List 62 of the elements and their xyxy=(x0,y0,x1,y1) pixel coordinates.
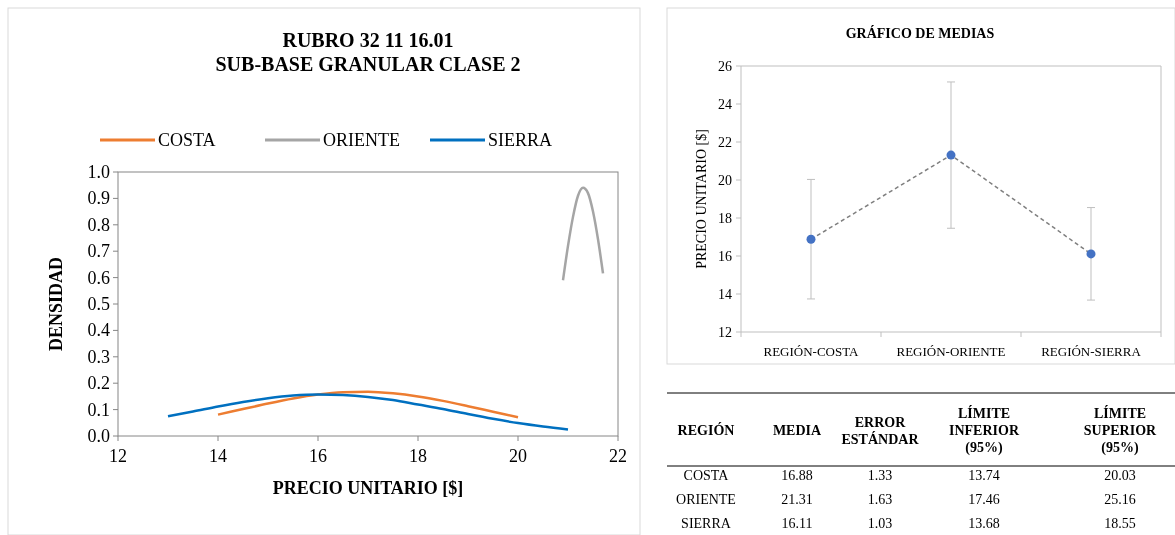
y-tick-label: 0.2 xyxy=(87,373,110,394)
point xyxy=(806,234,816,244)
y-tick-label: 0.9 xyxy=(87,188,110,209)
y-tick-label: 1.0 xyxy=(87,162,110,182)
line-series xyxy=(216,390,520,419)
y-tick-label: 16 xyxy=(718,249,732,264)
legend-label: COSTA xyxy=(158,130,216,150)
category-label: ORIENTE xyxy=(676,492,736,507)
y-tick-label: 0.4 xyxy=(87,320,110,341)
y-tick-label: 14 xyxy=(718,287,732,302)
x-tick-label: 12 xyxy=(109,446,127,466)
text: 13.74 xyxy=(968,468,1000,483)
legend-label: SIERRA xyxy=(488,130,553,150)
legend-label: ORIENTE xyxy=(323,130,400,150)
text: 18.55 xyxy=(1104,516,1136,531)
chart-title: RUBRO 32 11 16.01 SUB-BASE GRANULAR CLASE 2 xyxy=(215,29,521,75)
text: 16.88 xyxy=(781,468,813,483)
y-tick-label: 0.0 xyxy=(87,426,110,446)
category-label: LÍMITE INFERIOR (95%) xyxy=(948,405,1020,456)
x-tick-label: 22 xyxy=(609,446,627,466)
y-tick-label: 0.1 xyxy=(87,399,110,420)
line-series xyxy=(166,393,570,431)
x-tick-label: REGIÓN-SIERRA xyxy=(1041,344,1142,359)
y-tick-label: 26 xyxy=(718,59,732,74)
text: 1.33 xyxy=(867,468,893,483)
text: 13.68 xyxy=(968,516,1000,531)
y-axis-title: DENSIDAD xyxy=(46,256,66,352)
text: 20.03 xyxy=(1104,468,1136,483)
category-label: MEDIA xyxy=(772,423,822,438)
text: 21.31 xyxy=(781,492,813,507)
y-tick-label: 22 xyxy=(718,135,732,150)
y-tick-label: 0.6 xyxy=(87,267,110,288)
category-label: LÍMITE SUPERIOR (95%) xyxy=(1083,405,1158,456)
y-tick-label: 24 xyxy=(718,97,732,112)
x-tick-label: REGIÓN-ORIENTE xyxy=(896,344,1006,359)
y-tick-label: 0.8 xyxy=(87,214,110,235)
y-tick-label: 0.3 xyxy=(87,346,110,367)
text: 16.11 xyxy=(781,516,813,531)
point xyxy=(1086,249,1096,259)
category-label: COSTA xyxy=(683,468,729,483)
text: 1.63 xyxy=(867,492,893,507)
x-tick-label: 14 xyxy=(209,446,227,466)
category-label: SIERRA xyxy=(681,516,731,531)
x-tick-label: 18 xyxy=(409,446,427,466)
x-tick-label: 20 xyxy=(509,446,527,466)
x-tick-label: REGIÓN-COSTA xyxy=(763,344,860,359)
y-tick-label: 18 xyxy=(718,211,732,226)
y-tick-label: 20 xyxy=(718,173,732,188)
y-tick-label: 0.7 xyxy=(87,241,110,262)
text: 17.46 xyxy=(968,492,1000,507)
point xyxy=(946,150,956,160)
chart-title: GRÁFICO DE MEDIAS xyxy=(845,25,995,41)
x-axis-title: PRECIO UNITARIO [$] xyxy=(272,478,464,498)
category-label: REGIÓN xyxy=(677,422,735,438)
text: 25.16 xyxy=(1104,492,1136,507)
y-axis-title: PRECIO UNITARIO [$] xyxy=(694,129,709,269)
y-tick-label: 12 xyxy=(718,325,732,340)
text: 1.03 xyxy=(867,516,893,531)
line-series xyxy=(561,186,605,282)
x-tick-label: 16 xyxy=(309,446,327,466)
category-label: ERROR ESTÁNDAR xyxy=(841,414,920,447)
y-tick-label: 0.5 xyxy=(87,294,110,314)
